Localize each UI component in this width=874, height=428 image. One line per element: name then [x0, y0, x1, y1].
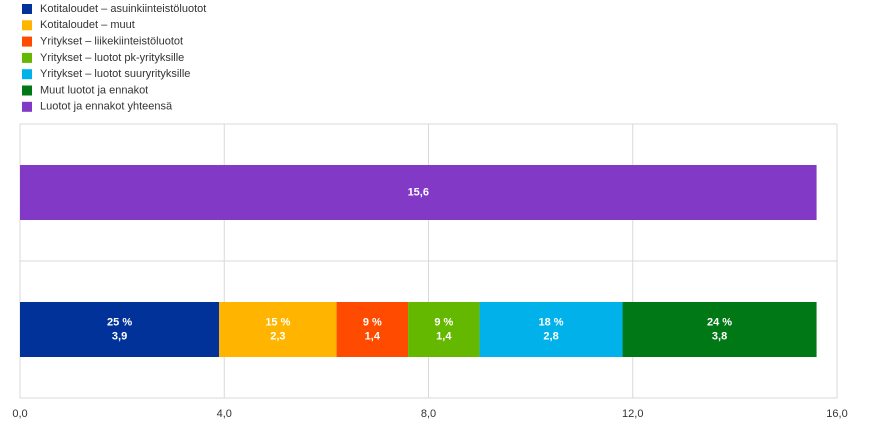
x-tick-label: 12,0: [622, 408, 643, 420]
legend-label: Yritykset – liikekiinteistöluotot: [40, 36, 183, 48]
value-label: 1,4: [436, 330, 452, 342]
share-label: 9 %: [434, 316, 453, 328]
bar-segment: [408, 302, 480, 357]
value-label: 2,8: [543, 330, 558, 342]
share-label: 9 %: [363, 316, 382, 328]
x-tick-label: 16,0: [826, 408, 847, 420]
legend-swatch: [22, 69, 32, 80]
x-tick-label: 4,0: [217, 408, 232, 420]
legend-swatch: [22, 20, 32, 31]
bar-segment: [336, 302, 409, 357]
bar-segment: [479, 302, 623, 357]
value-label: 3,8: [712, 330, 727, 342]
bar-segment: [219, 302, 337, 357]
legend-label: Yritykset – luotot pk-yrityksille: [40, 52, 184, 64]
share-label: 24 %: [707, 316, 732, 328]
bar-segment: [622, 302, 817, 357]
bar-segment: [20, 302, 220, 357]
x-tick-label: 8,0: [421, 408, 436, 420]
bar-segment: [20, 165, 817, 220]
legend-swatch: [22, 85, 32, 96]
value-label: 2,3: [270, 330, 285, 342]
legend-label: Kotitaloudet – muut: [40, 19, 135, 31]
legend-swatch: [22, 101, 32, 112]
legend-label: Muut luotot ja ennakot: [40, 84, 148, 96]
legend-swatch: [22, 4, 32, 14]
value-label: 3,9: [112, 330, 127, 342]
share-label: 15 %: [265, 316, 290, 328]
legend-swatch: [22, 52, 32, 63]
legend-label: Kotitaloudet – asuinkiinteistöluotot: [40, 3, 206, 15]
value-label: 15,6: [408, 186, 429, 198]
x-tick-label: 0,0: [12, 408, 27, 420]
share-label: 25 %: [107, 316, 132, 328]
share-label: 18 %: [539, 316, 564, 328]
legend-label: Yritykset – luotot suuryrityksille: [40, 68, 190, 80]
legend-swatch: [22, 36, 32, 47]
value-label: 1,4: [365, 330, 381, 342]
legend-label: Luotot ja ennakot yhteensä: [40, 101, 173, 113]
